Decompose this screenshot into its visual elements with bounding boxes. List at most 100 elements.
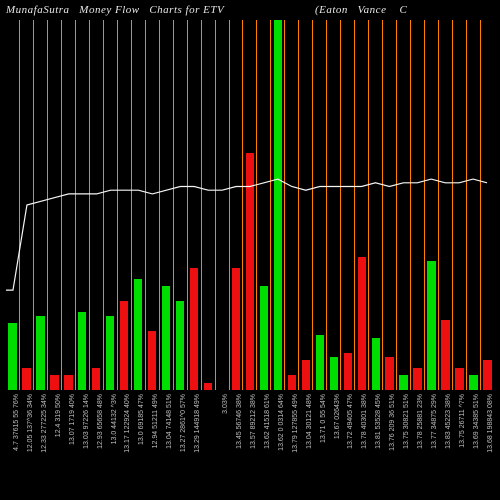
grid-slot xyxy=(132,20,146,390)
grid-slot xyxy=(62,20,76,390)
x-label: 12.93 65658 48% xyxy=(97,394,104,449)
x-label: 13.79 127855 49% xyxy=(292,394,299,453)
x-label: 13.83 45223 38% xyxy=(445,394,452,449)
x-label: 13.0 44132 ^3% xyxy=(111,394,118,444)
bar-down xyxy=(64,375,72,390)
grid-slot xyxy=(285,20,299,390)
grid-slot xyxy=(48,20,62,390)
grid-slot xyxy=(160,20,174,390)
x-label: 3.03% xyxy=(222,394,229,414)
grid-slot xyxy=(118,20,132,390)
grid-slot xyxy=(271,20,285,390)
bar-down xyxy=(22,368,30,390)
x-label-slot: 13.79 127855 49% xyxy=(285,394,299,494)
money-flow-chart xyxy=(6,20,494,390)
x-label-slot: 13.78 25881 23% xyxy=(410,394,424,494)
x-label-slot: 3.03% xyxy=(215,394,229,494)
grid-slot xyxy=(243,20,257,390)
x-label: 12.4 319 50% xyxy=(55,394,62,437)
grid-slot xyxy=(202,20,216,390)
x-label-slot: 13.62 0 0314 64% xyxy=(271,394,285,494)
x-label: 4.7 37615 55 76% xyxy=(13,394,20,451)
grid-slot xyxy=(146,20,160,390)
x-label-slot: 13.0 69185 47% xyxy=(131,394,145,494)
grid-slot xyxy=(355,20,369,390)
x-label: 12.94 51211 49% xyxy=(152,394,159,448)
grid-slot xyxy=(369,20,383,390)
grid-slot xyxy=(341,20,355,390)
bar-down xyxy=(232,268,240,390)
bar-up xyxy=(372,338,380,390)
bar-up xyxy=(8,323,16,390)
x-axis-labels: 4.7 37615 55 76% 12.05 137^36 34%12.33 27… xyxy=(6,394,494,494)
grid-slot xyxy=(397,20,411,390)
x-label-slot xyxy=(201,394,215,494)
x-label-slot: 13.04 74148 51% xyxy=(159,394,173,494)
x-label-slot: 13.03 97226 14% xyxy=(76,394,90,494)
x-label-slot: 13.75 30821 51% xyxy=(396,394,410,494)
bar-down xyxy=(92,368,100,390)
bar-down xyxy=(358,257,366,390)
x-label-slot: 13.07 1719 40% xyxy=(62,394,76,494)
x-label-slot: 13.77 34875 29% xyxy=(424,394,438,494)
x-label: 13.69 34385 51% xyxy=(473,394,480,449)
x-label: 13.03 97226 14% xyxy=(83,394,90,449)
grid-slot xyxy=(90,20,104,390)
x-label: 13.04 74148 51% xyxy=(166,394,173,449)
x-label: 13.62 0 0314 64% xyxy=(278,394,285,451)
grid-slot xyxy=(6,20,20,390)
grid-slot xyxy=(481,20,494,390)
x-label-slot: 12.94 51211 49% xyxy=(145,394,159,494)
bar-up xyxy=(469,375,477,390)
chart-title: MunafaSutra Money Flow Charts for ETV (E… xyxy=(6,4,407,16)
grid-slot xyxy=(453,20,467,390)
x-label: 13.72 49405 47% xyxy=(347,394,354,449)
x-label: 13.77 34875 29% xyxy=(431,394,438,449)
grid-slot xyxy=(425,20,439,390)
x-label-slot: 13.57 89212 38% xyxy=(243,394,257,494)
grid-slot xyxy=(34,20,48,390)
x-label: 13.04 30121 48% xyxy=(306,394,313,449)
x-label-slot: 13.04 30121 48% xyxy=(299,394,313,494)
bar-up xyxy=(427,261,435,391)
grid-slot xyxy=(257,20,271,390)
x-label-slot: 13.75 26711 ^7% xyxy=(452,394,466,494)
x-label-slot: 12.05 137^36 34% xyxy=(20,394,34,494)
grid-slot xyxy=(188,20,202,390)
x-label-slot: 12.4 319 50% xyxy=(48,394,62,494)
x-label: 12.05 137^36 34% xyxy=(27,394,34,452)
grid-slot xyxy=(299,20,313,390)
x-label-slot: 13.62 41518 61% xyxy=(257,394,271,494)
x-label: 13.57 89212 38% xyxy=(250,394,257,449)
x-label: 13.71 0 55 54% xyxy=(320,394,327,443)
grid-slot xyxy=(76,20,90,390)
grid-slot xyxy=(327,20,341,390)
grid-slot xyxy=(439,20,453,390)
x-label-slot: 13.67 02643% xyxy=(327,394,341,494)
grid-slot xyxy=(411,20,425,390)
bar-down xyxy=(190,268,198,390)
bar-down xyxy=(455,368,463,390)
x-label-slot: 13.76 209 36 51% xyxy=(382,394,396,494)
bar-down xyxy=(483,360,491,390)
x-label-slot: 13.71 0 55 54% xyxy=(313,394,327,494)
x-label: 13.76 209 36 51% xyxy=(389,394,396,451)
grid-slot xyxy=(467,20,481,390)
bar-down xyxy=(344,353,352,390)
bar-up xyxy=(274,20,282,390)
x-label: 13.75 26711 ^7% xyxy=(459,394,466,448)
x-label-slot: 12.33 277225 34% xyxy=(34,394,48,494)
x-label-slot: 4.7 37615 55 76% xyxy=(6,394,20,494)
bar-up xyxy=(399,375,407,390)
grid-slot xyxy=(216,20,230,390)
bar-up xyxy=(162,286,170,390)
bar-up xyxy=(176,301,184,390)
x-label-slot: 13.27 2861^0 57% xyxy=(173,394,187,494)
x-label-slot: 13.17 122924 40% xyxy=(118,394,132,494)
bar-up xyxy=(260,286,268,390)
bar-down xyxy=(148,331,156,390)
bar-up xyxy=(36,316,44,390)
bar-up xyxy=(316,335,324,391)
x-label: 13.29 144918 49% xyxy=(194,394,201,453)
grid-slot xyxy=(174,20,188,390)
